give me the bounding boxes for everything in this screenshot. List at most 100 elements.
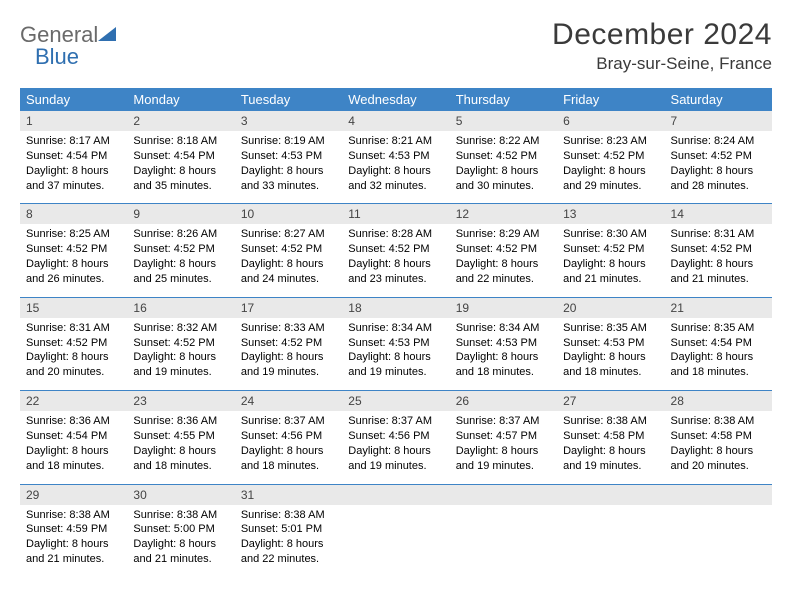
day-line-dl2: and 23 minutes.: [348, 272, 443, 287]
day-line-ss: Sunset: 4:52 PM: [456, 242, 551, 257]
daybody: Sunrise: 8:27 AMSunset: 4:52 PMDaylight:…: [235, 224, 342, 296]
day-cell: [665, 484, 772, 577]
daynum: 18: [342, 298, 449, 318]
week-row: 8Sunrise: 8:25 AMSunset: 4:52 PMDaylight…: [20, 204, 772, 297]
day-cell: 8Sunrise: 8:25 AMSunset: 4:52 PMDaylight…: [20, 204, 127, 297]
day-line-ss: Sunset: 4:59 PM: [26, 522, 121, 537]
day-line-dl2: and 35 minutes.: [133, 179, 228, 194]
day-line-dl2: and 22 minutes.: [241, 552, 336, 567]
day-line-dl1: Daylight: 8 hours: [26, 257, 121, 272]
day-cell: 4Sunrise: 8:21 AMSunset: 4:53 PMDaylight…: [342, 111, 449, 204]
day-line-sr: Sunrise: 8:33 AM: [241, 321, 336, 336]
day-line-sr: Sunrise: 8:32 AM: [133, 321, 228, 336]
day-cell: 19Sunrise: 8:34 AMSunset: 4:53 PMDayligh…: [450, 297, 557, 390]
day-line-ss: Sunset: 4:53 PM: [563, 336, 658, 351]
daynum: 30: [127, 485, 234, 505]
day-line-ss: Sunset: 4:52 PM: [241, 242, 336, 257]
day-line-ss: Sunset: 4:58 PM: [563, 429, 658, 444]
day-cell: 1Sunrise: 8:17 AMSunset: 4:54 PMDaylight…: [20, 111, 127, 204]
day-cell: 16Sunrise: 8:32 AMSunset: 4:52 PMDayligh…: [127, 297, 234, 390]
day-line-sr: Sunrise: 8:38 AM: [563, 414, 658, 429]
day-line-sr: Sunrise: 8:27 AM: [241, 227, 336, 242]
day-line-dl2: and 37 minutes.: [26, 179, 121, 194]
day-cell: 3Sunrise: 8:19 AMSunset: 4:53 PMDaylight…: [235, 111, 342, 204]
day-line-ss: Sunset: 4:52 PM: [133, 242, 228, 257]
day-line-ss: Sunset: 4:52 PM: [671, 149, 766, 164]
daynum-empty: [342, 485, 449, 505]
day-line-dl1: Daylight: 8 hours: [133, 350, 228, 365]
title-block: December 2024 Bray-sur-Seine, France: [552, 18, 772, 74]
daynum: 1: [20, 111, 127, 131]
day-cell: 14Sunrise: 8:31 AMSunset: 4:52 PMDayligh…: [665, 204, 772, 297]
day-line-dl1: Daylight: 8 hours: [133, 537, 228, 552]
daybody-empty: [557, 505, 664, 569]
day-line-ss: Sunset: 4:54 PM: [26, 429, 121, 444]
day-line-dl1: Daylight: 8 hours: [348, 257, 443, 272]
day-line-dl2: and 19 minutes.: [133, 365, 228, 380]
daynum: 10: [235, 204, 342, 224]
day-line-dl2: and 32 minutes.: [348, 179, 443, 194]
daybody: Sunrise: 8:26 AMSunset: 4:52 PMDaylight:…: [127, 224, 234, 296]
day-line-ss: Sunset: 5:00 PM: [133, 522, 228, 537]
day-line-sr: Sunrise: 8:25 AM: [26, 227, 121, 242]
day-line-dl2: and 25 minutes.: [133, 272, 228, 287]
daybody: Sunrise: 8:34 AMSunset: 4:53 PMDaylight:…: [450, 318, 557, 390]
day-line-dl1: Daylight: 8 hours: [563, 350, 658, 365]
day-line-dl1: Daylight: 8 hours: [26, 537, 121, 552]
day-line-dl2: and 30 minutes.: [456, 179, 551, 194]
day-line-dl1: Daylight: 8 hours: [133, 257, 228, 272]
daynum: 20: [557, 298, 664, 318]
daynum: 17: [235, 298, 342, 318]
day-cell: 7Sunrise: 8:24 AMSunset: 4:52 PMDaylight…: [665, 111, 772, 204]
day-line-ss: Sunset: 4:54 PM: [671, 336, 766, 351]
day-line-dl1: Daylight: 8 hours: [241, 164, 336, 179]
week-row: 22Sunrise: 8:36 AMSunset: 4:54 PMDayligh…: [20, 391, 772, 484]
day-line-sr: Sunrise: 8:23 AM: [563, 134, 658, 149]
day-line-dl2: and 24 minutes.: [241, 272, 336, 287]
day-line-dl2: and 33 minutes.: [241, 179, 336, 194]
day-line-ss: Sunset: 4:58 PM: [671, 429, 766, 444]
week-row: 1Sunrise: 8:17 AMSunset: 4:54 PMDaylight…: [20, 111, 772, 204]
day-cell: 28Sunrise: 8:38 AMSunset: 4:58 PMDayligh…: [665, 391, 772, 484]
day-line-sr: Sunrise: 8:29 AM: [456, 227, 551, 242]
day-cell: 29Sunrise: 8:38 AMSunset: 4:59 PMDayligh…: [20, 484, 127, 577]
day-line-sr: Sunrise: 8:37 AM: [456, 414, 551, 429]
daynum: 31: [235, 485, 342, 505]
daynum: 6: [557, 111, 664, 131]
day-line-dl1: Daylight: 8 hours: [456, 164, 551, 179]
day-line-ss: Sunset: 5:01 PM: [241, 522, 336, 537]
day-line-sr: Sunrise: 8:38 AM: [671, 414, 766, 429]
week-row: 15Sunrise: 8:31 AMSunset: 4:52 PMDayligh…: [20, 297, 772, 390]
daynum: 21: [665, 298, 772, 318]
day-cell: [557, 484, 664, 577]
day-line-sr: Sunrise: 8:36 AM: [26, 414, 121, 429]
day-line-dl1: Daylight: 8 hours: [348, 164, 443, 179]
calendar-body: 1Sunrise: 8:17 AMSunset: 4:54 PMDaylight…: [20, 111, 772, 577]
day-header-row: Sunday Monday Tuesday Wednesday Thursday…: [20, 88, 772, 111]
day-line-ss: Sunset: 4:54 PM: [133, 149, 228, 164]
day-cell: 2Sunrise: 8:18 AMSunset: 4:54 PMDaylight…: [127, 111, 234, 204]
day-line-sr: Sunrise: 8:22 AM: [456, 134, 551, 149]
day-line-dl2: and 21 minutes.: [26, 552, 121, 567]
day-line-dl1: Daylight: 8 hours: [241, 444, 336, 459]
daybody: Sunrise: 8:32 AMSunset: 4:52 PMDaylight:…: [127, 318, 234, 390]
day-line-dl2: and 19 minutes.: [456, 459, 551, 474]
daybody: Sunrise: 8:38 AMSunset: 5:00 PMDaylight:…: [127, 505, 234, 577]
day-line-dl2: and 18 minutes.: [456, 365, 551, 380]
day-line-ss: Sunset: 4:52 PM: [26, 336, 121, 351]
day-line-sr: Sunrise: 8:37 AM: [241, 414, 336, 429]
daynum: 16: [127, 298, 234, 318]
daynum: 7: [665, 111, 772, 131]
daybody: Sunrise: 8:37 AMSunset: 4:56 PMDaylight:…: [235, 411, 342, 483]
daynum: 12: [450, 204, 557, 224]
day-line-sr: Sunrise: 8:36 AM: [133, 414, 228, 429]
day-line-dl1: Daylight: 8 hours: [241, 257, 336, 272]
day-line-ss: Sunset: 4:53 PM: [241, 149, 336, 164]
day-line-dl2: and 21 minutes.: [133, 552, 228, 567]
day-cell: [450, 484, 557, 577]
daybody: Sunrise: 8:35 AMSunset: 4:54 PMDaylight:…: [665, 318, 772, 390]
day-line-sr: Sunrise: 8:24 AM: [671, 134, 766, 149]
day-cell: 30Sunrise: 8:38 AMSunset: 5:00 PMDayligh…: [127, 484, 234, 577]
day-line-dl2: and 18 minutes.: [671, 365, 766, 380]
daybody: Sunrise: 8:38 AMSunset: 4:58 PMDaylight:…: [557, 411, 664, 483]
